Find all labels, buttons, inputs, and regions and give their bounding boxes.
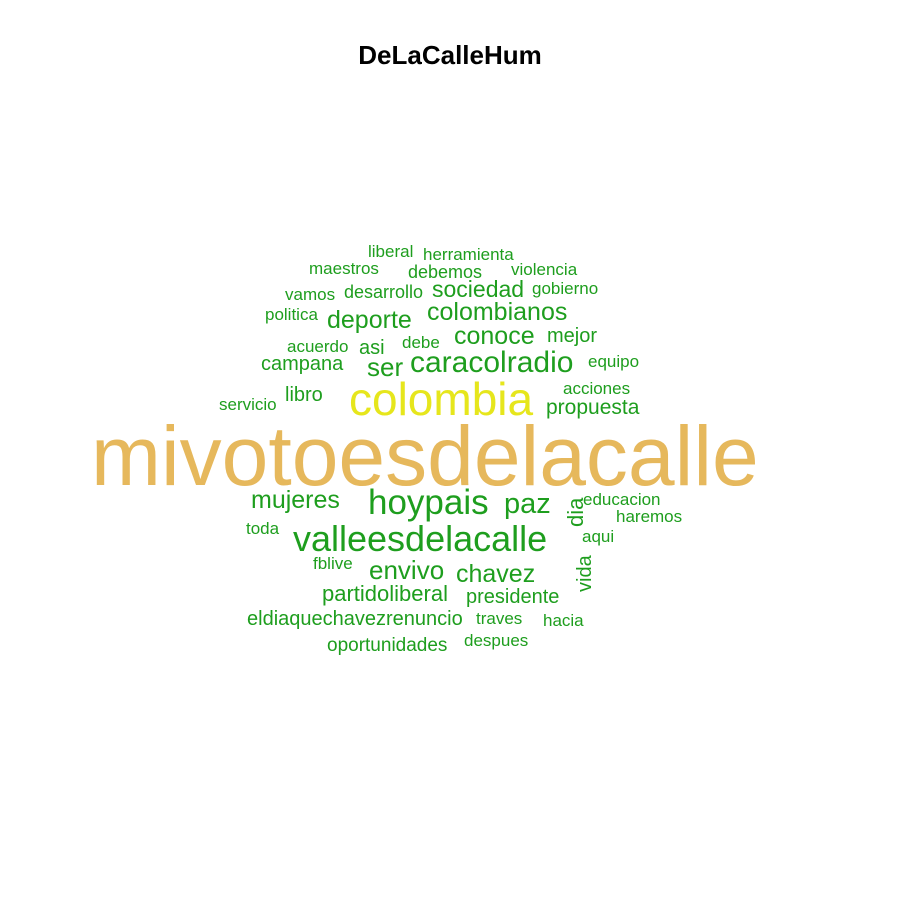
word-debe: debe bbox=[402, 333, 440, 352]
word-debemos: debemos bbox=[408, 262, 483, 282]
word-paz: paz bbox=[504, 488, 551, 520]
word-maestros: maestros bbox=[309, 259, 379, 278]
word-politica: politica bbox=[265, 305, 318, 324]
word-presidente: presidente bbox=[466, 586, 560, 608]
word-aqui: aqui bbox=[582, 527, 615, 546]
word-valleesdelacalle: valleesdelacalle bbox=[293, 518, 548, 559]
word-colombianos: colombianos bbox=[427, 298, 568, 326]
word-asi: asi bbox=[359, 337, 385, 359]
word-partidoliberal: partidoliberal bbox=[322, 581, 448, 606]
word-hoypais: hoypais bbox=[368, 483, 489, 522]
word-mejor: mejor bbox=[547, 325, 598, 347]
word-conoce: conoce bbox=[454, 322, 535, 350]
word-sociedad: sociedad bbox=[432, 276, 525, 302]
word-servicio: servicio bbox=[219, 395, 277, 414]
word-traves: traves bbox=[476, 609, 523, 628]
word-acciones: acciones bbox=[563, 379, 631, 398]
word-liberal: liberal bbox=[368, 242, 414, 261]
word-herramienta: herramienta bbox=[423, 245, 514, 264]
word-chavez: chavez bbox=[456, 560, 536, 588]
word-haremos: haremos bbox=[616, 507, 683, 526]
word-vamos: vamos bbox=[285, 285, 336, 304]
word-campana: campana bbox=[261, 353, 344, 375]
word-despues: despues bbox=[464, 631, 529, 650]
word-toda: toda bbox=[246, 519, 280, 538]
word-vida: vida bbox=[574, 555, 596, 592]
word-violencia: violencia bbox=[511, 260, 578, 279]
word-deporte: deporte bbox=[327, 306, 412, 334]
word-propuesta: propuesta bbox=[546, 396, 640, 419]
word-oportunidades: oportunidades bbox=[327, 635, 448, 656]
word-gobierno: gobierno bbox=[532, 279, 599, 298]
word-caracolradio: caracolradio bbox=[410, 346, 574, 379]
word-ser: ser bbox=[367, 352, 404, 382]
word-educacion: educacion bbox=[583, 490, 661, 509]
word-eldiaquechavezrenuncio: eldiaquechavezrenuncio bbox=[247, 608, 463, 630]
chart-title: DeLaCalleHum bbox=[358, 40, 542, 70]
word-fblive: fblive bbox=[313, 554, 353, 573]
word-hacia: hacia bbox=[543, 611, 584, 630]
word-equipo: equipo bbox=[588, 352, 640, 371]
word-acuerdo: acuerdo bbox=[287, 337, 349, 356]
word-mivotoesdelacalle: mivotoesdelacalle bbox=[91, 409, 759, 503]
word-mujeres: mujeres bbox=[251, 486, 340, 514]
word-colombia: colombia bbox=[349, 373, 534, 425]
word-desarrollo: desarrollo bbox=[344, 282, 424, 302]
word-envivo: envivo bbox=[369, 555, 445, 585]
word-libro: libro bbox=[285, 384, 323, 406]
